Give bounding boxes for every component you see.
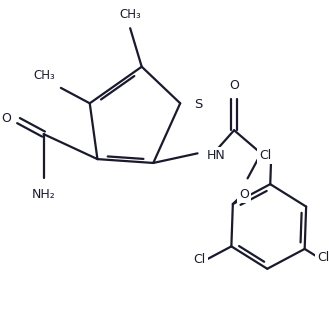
Text: O: O	[239, 188, 249, 201]
Text: HN: HN	[207, 149, 226, 162]
Text: Cl: Cl	[259, 149, 271, 162]
Text: O: O	[1, 112, 11, 125]
Text: NH₂: NH₂	[32, 188, 55, 201]
Text: Cl: Cl	[194, 253, 206, 266]
Text: Cl: Cl	[317, 251, 329, 264]
Text: CH₃: CH₃	[33, 69, 55, 82]
Text: CH₃: CH₃	[119, 8, 141, 21]
Text: S: S	[194, 98, 202, 111]
Text: O: O	[229, 79, 239, 92]
